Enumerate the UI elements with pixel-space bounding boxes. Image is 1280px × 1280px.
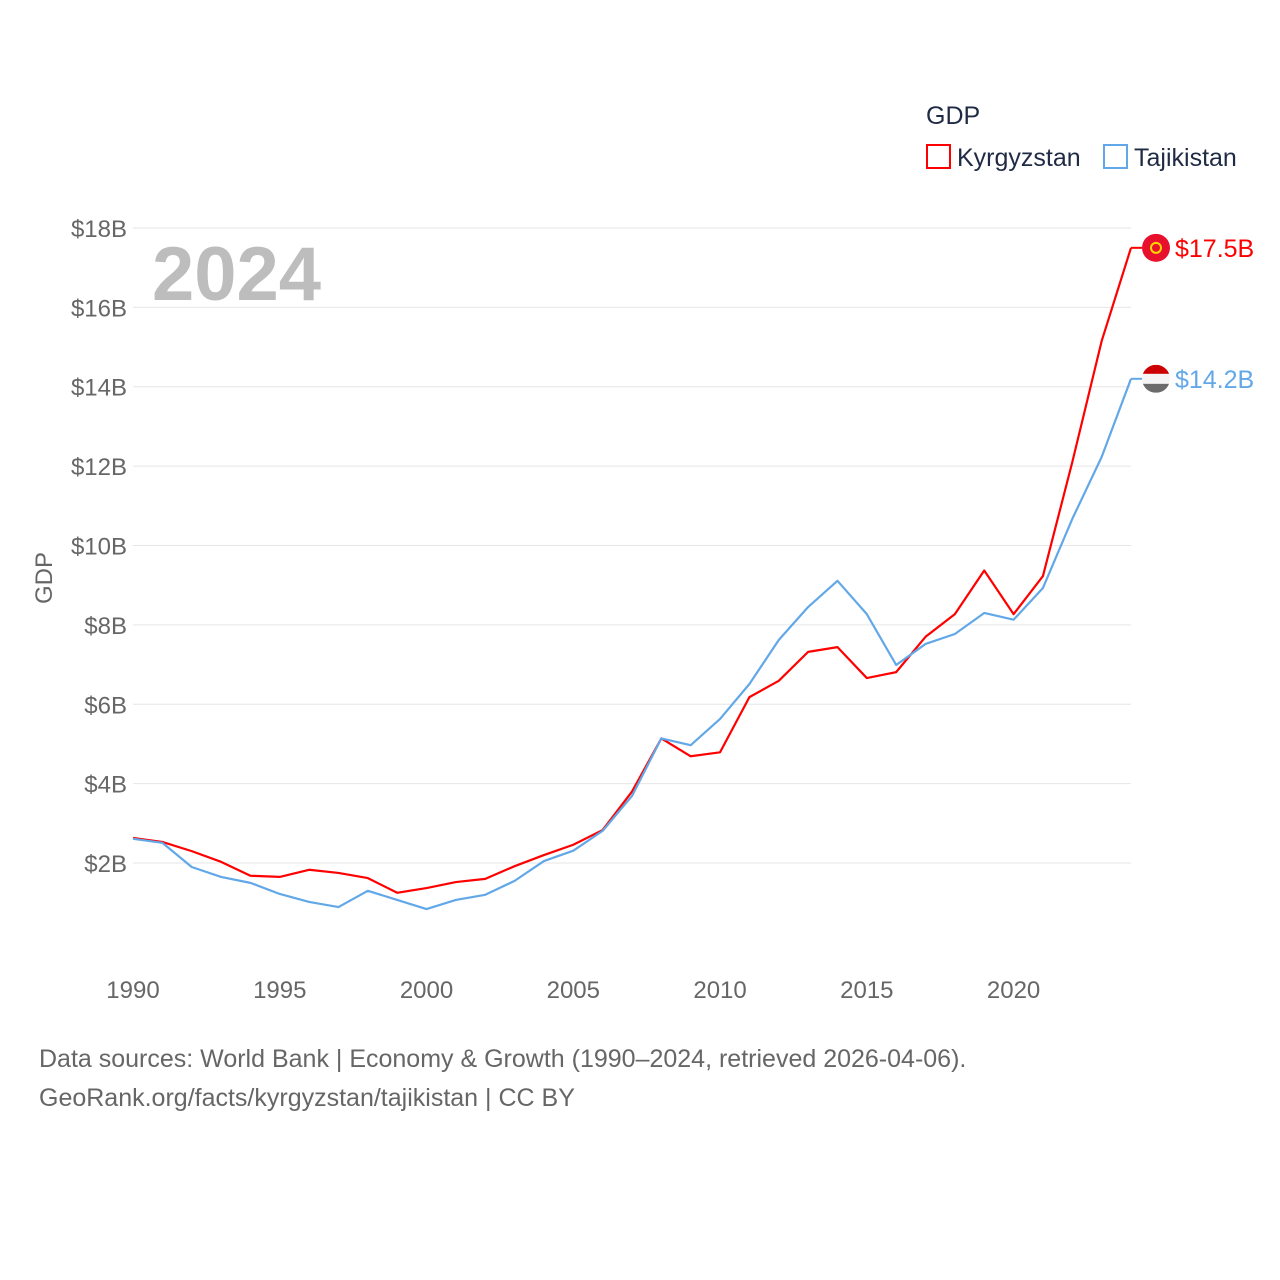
legend-swatch-tajikistan bbox=[1103, 144, 1128, 169]
x-tick-label: 2020 bbox=[987, 977, 1040, 1004]
y-tick-label: $8B bbox=[84, 613, 127, 640]
legend-label-tajikistan: Tajikistan bbox=[1134, 144, 1237, 172]
legend-swatch-kyrgyzstan bbox=[926, 144, 951, 169]
legend-title: GDP bbox=[926, 102, 980, 130]
footer-link[interactable]: GeoRank.org/facts/kyrgyzstan/tajikistan … bbox=[39, 1084, 575, 1112]
y-tick-label: $12B bbox=[71, 454, 127, 481]
y-tick-label: $10B bbox=[71, 534, 127, 561]
end-value-label-tajikistan: $14.2B bbox=[1175, 366, 1254, 394]
tajikistan-flag-icon bbox=[1142, 364, 1170, 393]
y-tick-label: $14B bbox=[71, 375, 127, 402]
series-line-kyrgyzstan bbox=[132, 247, 1133, 894]
year-watermark: 2024 bbox=[152, 232, 321, 317]
footer-sources: Data sources: World Bank | Economy & Gro… bbox=[39, 1045, 967, 1073]
x-tick-label: 2015 bbox=[840, 977, 893, 1004]
y-axis-label: GDP bbox=[31, 552, 58, 604]
x-tick-label: 2000 bbox=[400, 977, 453, 1004]
end-value-label-kyrgyzstan: $17.5B bbox=[1175, 235, 1254, 263]
y-tick-label: $6B bbox=[84, 692, 127, 719]
x-tick-label: 1990 bbox=[106, 977, 159, 1004]
kyrgyzstan-flag-icon bbox=[1142, 233, 1170, 262]
y-tick-label: $4B bbox=[84, 772, 127, 799]
y-tick-label: $16B bbox=[71, 295, 127, 322]
series-line-tajikistan bbox=[132, 378, 1133, 911]
flag-sun bbox=[1150, 241, 1162, 254]
y-tick-label: $18B bbox=[71, 216, 127, 243]
x-tick-label: 2005 bbox=[547, 977, 600, 1004]
x-tick-label: 1995 bbox=[253, 977, 306, 1004]
y-tick-label: $2B bbox=[84, 851, 127, 878]
legend-label-kyrgyzstan: Kyrgyzstan bbox=[957, 144, 1081, 172]
flag-stripe bbox=[1142, 364, 1170, 375]
flag-stripe bbox=[1142, 383, 1170, 393]
flag-stripe bbox=[1142, 373, 1170, 384]
x-tick-label: 2010 bbox=[693, 977, 746, 1004]
